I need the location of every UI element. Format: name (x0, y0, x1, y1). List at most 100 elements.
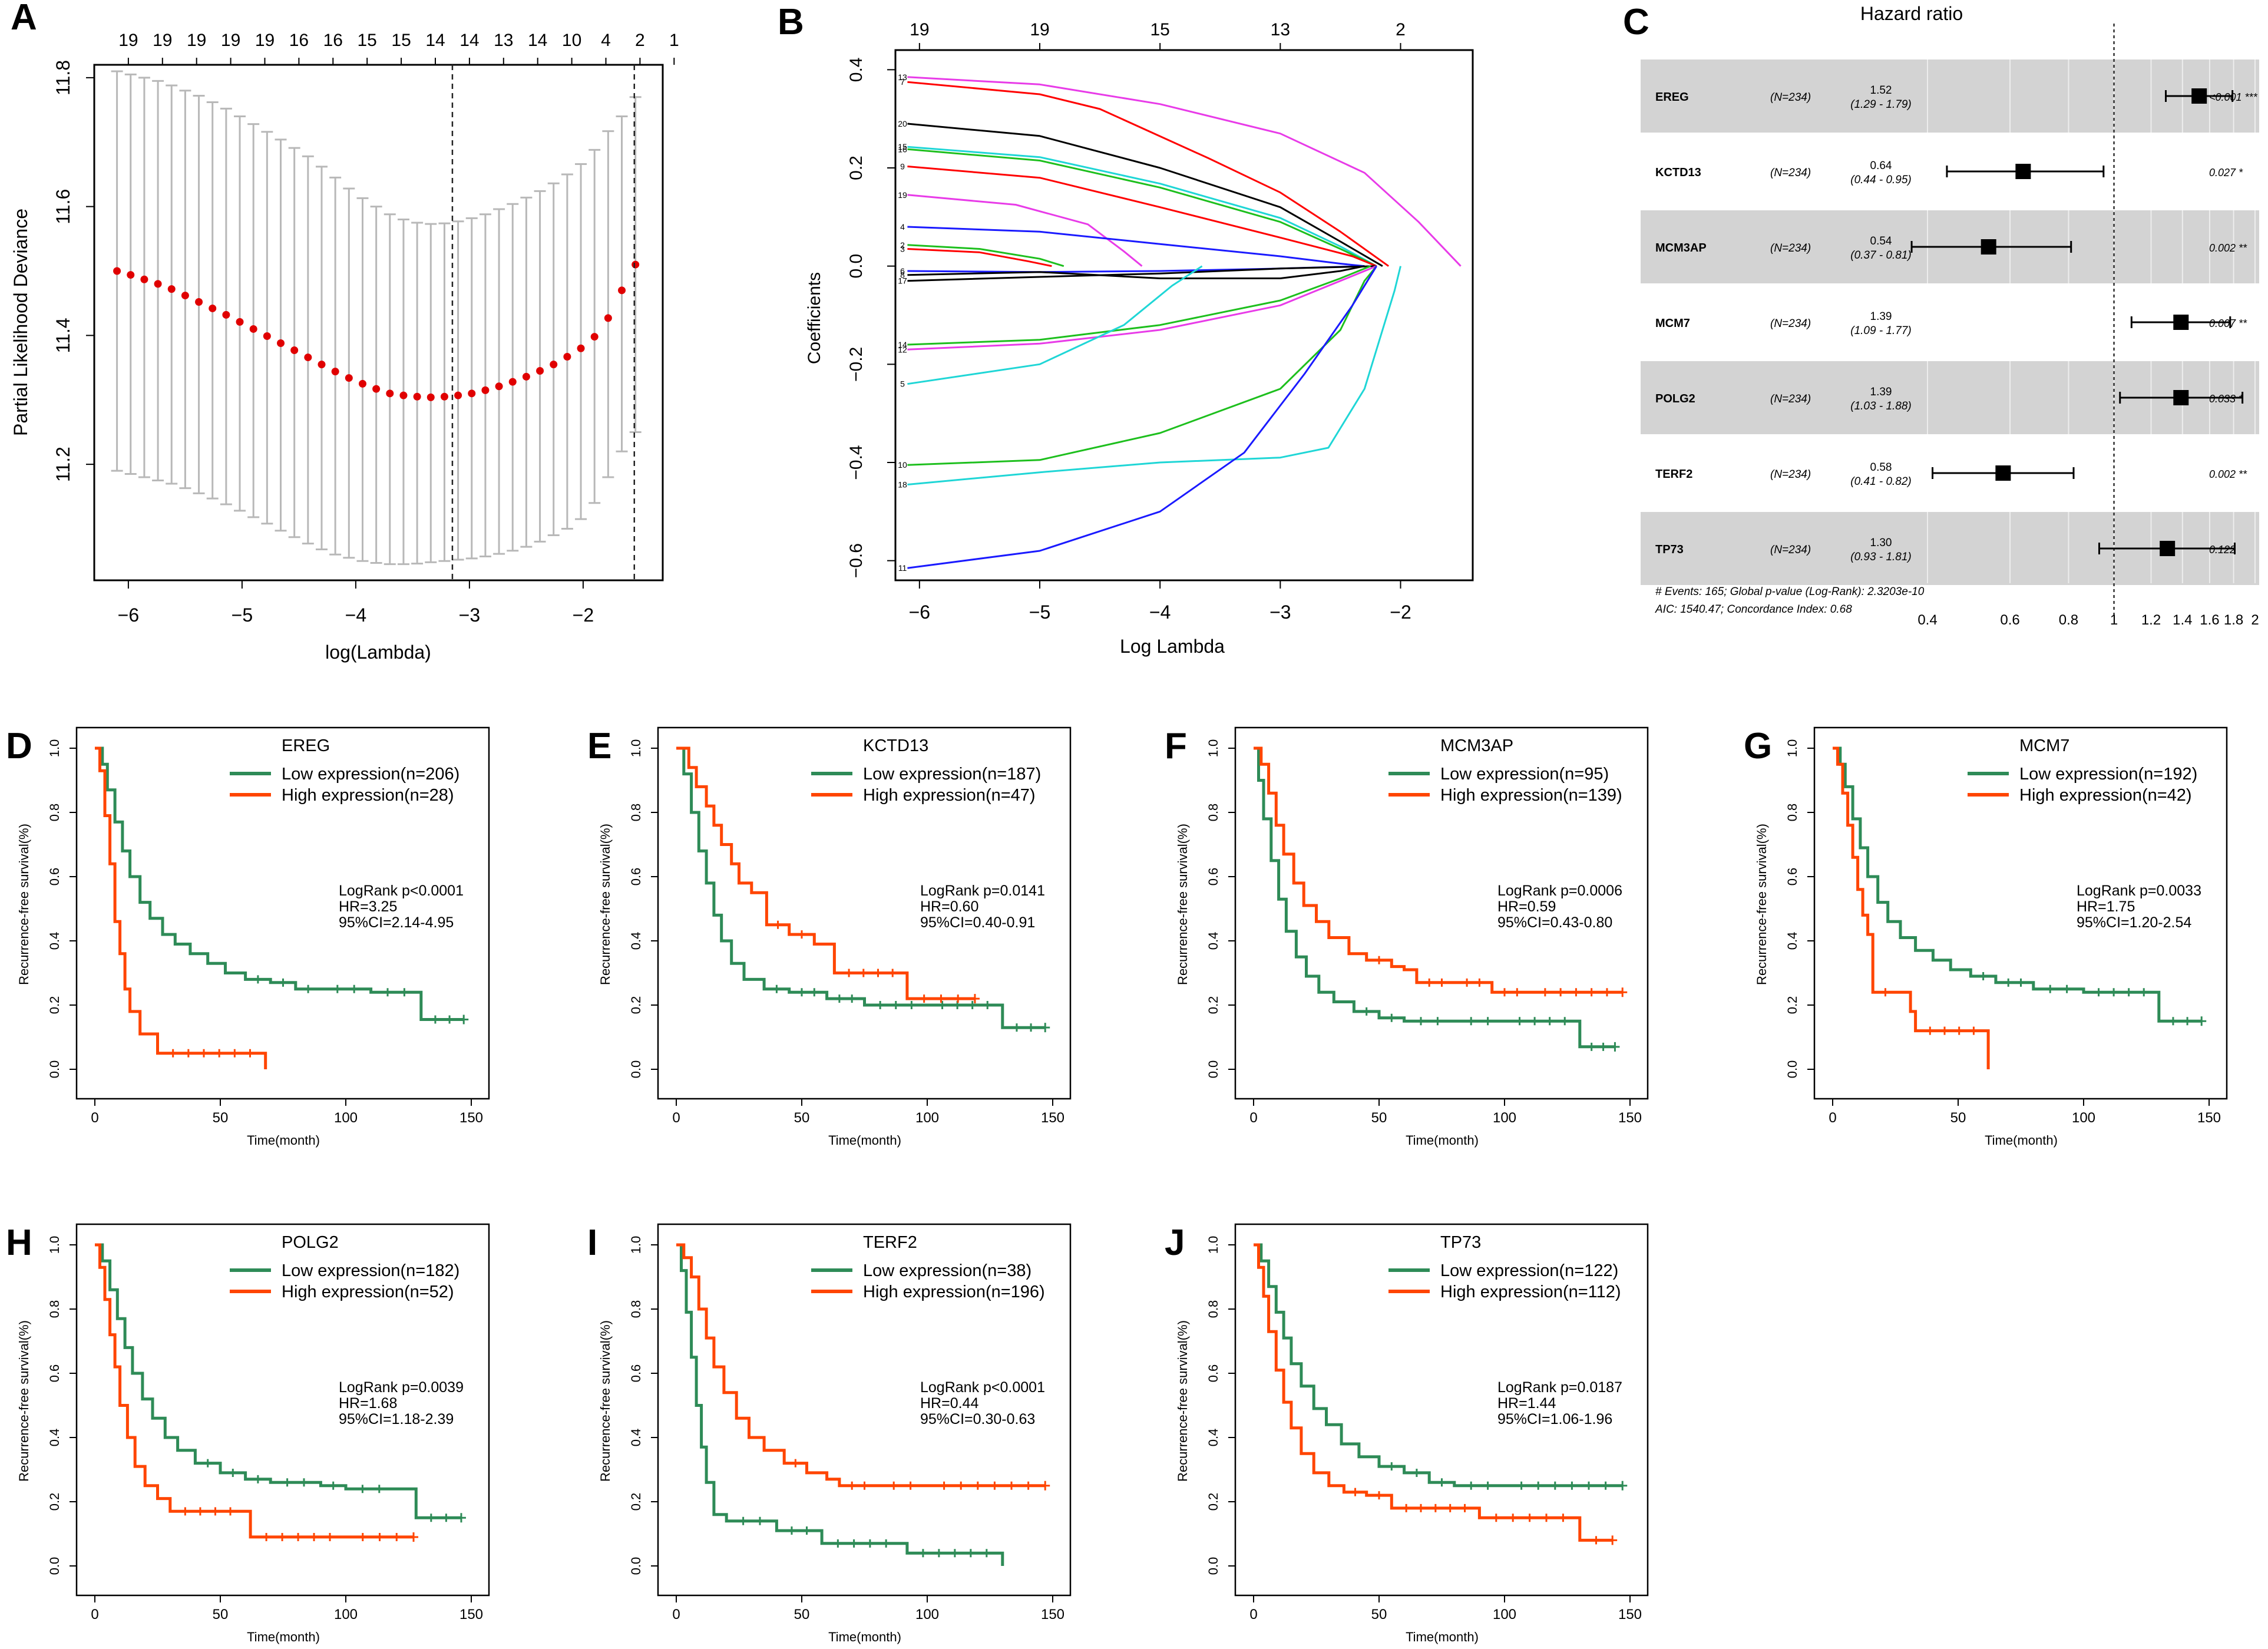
censor-mark (246, 1049, 254, 1058)
y-tick-label: 0.2 (1206, 1493, 1221, 1511)
y-tick-label: 0.2 (1785, 996, 1800, 1014)
censor-mark (937, 994, 945, 1003)
legend-low: Low expression(n=187) (863, 765, 1041, 784)
hr-marker (2173, 315, 2189, 330)
x-tick-label: 150 (1041, 1607, 1064, 1622)
y-tick-label: 0.2 (629, 996, 643, 1014)
cv-point (331, 368, 339, 376)
logrank-p: LogRank p=0.0141 (920, 883, 1045, 899)
hr-marker (2160, 541, 2176, 556)
logrank-p: LogRank p=0.0187 (1497, 1379, 1622, 1396)
confidence-interval: 95%CI=0.43-0.80 (1497, 914, 1612, 931)
cv-point (304, 353, 312, 362)
y-tick-label: −0.2 (847, 347, 866, 382)
x-tick-label: 150 (1618, 1110, 1642, 1126)
censor-mark (1425, 978, 1434, 987)
cv-point (318, 361, 326, 369)
ci-value: (0.41 - 0.82) (1850, 475, 1912, 488)
coef-label: 2 (900, 240, 905, 250)
hr-marker (2191, 88, 2207, 104)
low-expression-curve (1254, 1243, 1623, 1488)
x-tick-label: −4 (1149, 602, 1171, 623)
censor-mark (918, 1549, 927, 1558)
censor-mark (1433, 1017, 1442, 1026)
y-tick-label: 0.8 (47, 1300, 62, 1318)
cv-point (481, 386, 490, 394)
censor-mark (445, 1015, 454, 1024)
censor-mark (2062, 984, 2071, 993)
cv-point (358, 379, 366, 388)
censor-mark (968, 1001, 977, 1009)
low-expression-curve (95, 746, 464, 1021)
legend-high: High expression(n=196) (863, 1283, 1045, 1301)
y-tick-label: 0.8 (47, 804, 62, 822)
censor-mark (226, 1507, 235, 1516)
coef-path (907, 248, 1052, 267)
top-count: 14 (459, 31, 479, 50)
legend-title: POLG2 (282, 1233, 339, 1252)
hr-marker (1995, 465, 2011, 481)
y-tick-label: 0.6 (629, 1364, 643, 1383)
hr-value: 0.54 (1870, 235, 1892, 247)
y-axis-label: Recurrence-free survival(%) (1175, 824, 1190, 985)
y-tick-label: 0.8 (1206, 804, 1221, 822)
censor-mark (845, 969, 854, 977)
coef-path (907, 146, 1377, 267)
ci-value: (0.93 - 1.81) (1850, 551, 1912, 563)
coef-label: 12 (898, 345, 907, 354)
censor-mark (1460, 1503, 1469, 1512)
censor-mark (253, 1475, 262, 1483)
cv-point (604, 314, 612, 322)
panel-label-c: C (1623, 2, 1649, 42)
legend-title: MCM3AP (1440, 736, 1513, 755)
hr-marker (2015, 164, 2031, 179)
legend-title: TERF2 (863, 1233, 917, 1252)
x-tick-label: 50 (1950, 1110, 1966, 1126)
p-value: 0.122 (2209, 544, 2236, 556)
hazard-ratio: HR=3.25 (339, 898, 397, 915)
y-tick-label: 0.0 (1785, 1060, 1800, 1079)
censor-mark (1446, 1503, 1454, 1512)
censor-mark (1513, 988, 1522, 997)
censor-mark (1525, 1513, 1534, 1522)
y-tick-label: 0.8 (1206, 1300, 1221, 1318)
censor-mark (456, 1513, 466, 1523)
cv-point (154, 280, 162, 288)
x-tick-label: 50 (213, 1110, 229, 1126)
censor-mark (1585, 1481, 1593, 1490)
legend-title: TP73 (1440, 1233, 1481, 1252)
high-expression-curve (95, 746, 267, 1069)
logrank-p: LogRank p=0.0039 (339, 1379, 464, 1396)
y-tick-label: 0.6 (1206, 1364, 1221, 1383)
p-value: <0.001 *** (2209, 91, 2258, 103)
censor-mark (940, 1481, 948, 1490)
top-count: 19 (255, 31, 275, 50)
hr-value: 0.58 (1870, 461, 1892, 474)
censor-mark (1599, 1042, 1608, 1051)
cv-point (508, 378, 517, 386)
sample-size: (N=234) (1770, 544, 1811, 556)
cv-point (468, 389, 476, 398)
censor-mark (848, 1481, 857, 1490)
censor-mark (1618, 1481, 1628, 1491)
censor-mark (1610, 1042, 1620, 1052)
x-tick-label: 1.4 (2173, 612, 2192, 628)
censor-mark (1351, 1488, 1360, 1496)
censor-mark (2046, 984, 2055, 993)
censor-mark (459, 1014, 469, 1025)
p-value: 0.027 * (2209, 167, 2243, 179)
y-tick-label: 0.4 (1785, 932, 1800, 950)
censor-mark (982, 1549, 991, 1558)
confidence-interval: 95%CI=1.18-2.39 (339, 1411, 454, 1427)
censor-mark (1431, 1503, 1440, 1512)
censor-mark (791, 1459, 800, 1468)
censor-mark (333, 984, 342, 993)
censor-mark (906, 1481, 915, 1490)
y-axis-label: Recurrence-free survival(%) (16, 1320, 31, 1482)
x-tick-label: 100 (1493, 1607, 1516, 1622)
x-tick-label: 0 (672, 1110, 680, 1126)
y-axis-label: Recurrence-free survival(%) (1175, 1320, 1190, 1482)
top-count: 19 (1030, 20, 1049, 39)
censor-mark (329, 1481, 338, 1490)
censor-mark (1530, 1017, 1539, 1026)
